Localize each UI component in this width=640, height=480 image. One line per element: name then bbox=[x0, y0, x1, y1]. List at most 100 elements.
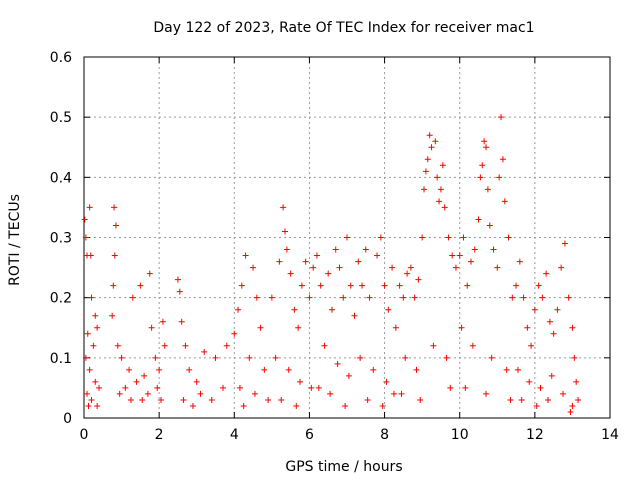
data-point bbox=[287, 270, 294, 277]
y-tick-label: 0.1 bbox=[50, 351, 72, 367]
x-tick-label: 12 bbox=[526, 427, 544, 443]
data-point bbox=[278, 396, 285, 403]
data-point bbox=[250, 264, 257, 271]
data-point bbox=[325, 270, 332, 277]
data-point bbox=[469, 342, 476, 349]
data-point bbox=[411, 294, 418, 301]
data-point bbox=[483, 390, 490, 397]
data-point bbox=[548, 372, 555, 379]
data-point bbox=[484, 186, 491, 193]
data-point bbox=[344, 234, 350, 241]
data-point bbox=[569, 324, 576, 331]
data-point bbox=[351, 312, 358, 319]
data-point bbox=[458, 324, 465, 331]
data-point bbox=[85, 402, 92, 409]
data-point bbox=[295, 324, 302, 331]
data-point bbox=[545, 396, 552, 403]
chart-title: Day 122 of 2023, Rate Of TEC Index for r… bbox=[153, 20, 534, 36]
data-point bbox=[385, 306, 392, 313]
data-point bbox=[139, 396, 146, 403]
data-point bbox=[516, 258, 523, 265]
data-point bbox=[88, 294, 95, 301]
data-point bbox=[212, 354, 219, 361]
data-point bbox=[154, 384, 161, 391]
data-point bbox=[251, 390, 258, 397]
data-point bbox=[520, 294, 527, 301]
data-point bbox=[82, 354, 89, 361]
data-point bbox=[94, 324, 101, 331]
data-point bbox=[437, 186, 444, 193]
data-point bbox=[464, 282, 471, 289]
x-tick-label: 4 bbox=[230, 427, 239, 443]
data-point bbox=[381, 282, 388, 289]
data-point bbox=[392, 324, 399, 331]
data-points bbox=[81, 114, 582, 415]
data-point bbox=[419, 234, 426, 241]
data-point bbox=[293, 402, 300, 409]
data-point bbox=[479, 162, 486, 169]
data-point bbox=[148, 324, 155, 331]
data-point bbox=[501, 198, 508, 205]
data-point bbox=[129, 294, 136, 301]
data-point bbox=[471, 246, 478, 253]
data-point bbox=[439, 162, 446, 169]
data-point bbox=[272, 354, 279, 361]
data-point bbox=[445, 234, 452, 241]
data-point bbox=[456, 252, 463, 259]
y-axis-label: ROTI / TECUs bbox=[7, 194, 23, 286]
data-point bbox=[436, 198, 443, 205]
data-point bbox=[334, 360, 341, 367]
data-point bbox=[315, 384, 322, 391]
data-point bbox=[490, 246, 497, 253]
data-point bbox=[126, 366, 133, 373]
data-point bbox=[528, 342, 535, 349]
x-tick-label: 8 bbox=[380, 427, 389, 443]
data-point bbox=[389, 264, 396, 271]
data-point bbox=[362, 246, 369, 253]
data-point bbox=[496, 174, 503, 181]
y-tick-label: 0.3 bbox=[50, 231, 72, 247]
data-point bbox=[133, 378, 140, 385]
data-point bbox=[434, 174, 441, 181]
data-point bbox=[176, 288, 183, 295]
data-point bbox=[424, 156, 431, 163]
data-point bbox=[407, 264, 414, 271]
data-point bbox=[156, 366, 163, 373]
data-point bbox=[507, 396, 514, 403]
data-point bbox=[182, 342, 189, 349]
data-point bbox=[554, 306, 561, 313]
data-point bbox=[327, 390, 334, 397]
data-point bbox=[364, 396, 371, 403]
data-point bbox=[422, 168, 429, 175]
data-point bbox=[558, 264, 565, 271]
data-point bbox=[526, 378, 533, 385]
data-point bbox=[246, 354, 253, 361]
data-point bbox=[235, 306, 242, 313]
y-tick-label: 0.2 bbox=[50, 291, 72, 307]
data-point bbox=[430, 342, 437, 349]
data-point bbox=[486, 222, 493, 229]
data-point bbox=[283, 246, 290, 253]
data-point bbox=[253, 294, 260, 301]
x-tick-label: 14 bbox=[601, 427, 619, 443]
data-point bbox=[186, 366, 193, 373]
data-point bbox=[313, 252, 320, 259]
data-point bbox=[317, 282, 324, 289]
data-point bbox=[189, 402, 196, 409]
data-point bbox=[441, 204, 448, 211]
data-point bbox=[84, 330, 91, 337]
data-point bbox=[404, 270, 411, 277]
data-point bbox=[379, 402, 386, 409]
data-point bbox=[88, 396, 95, 403]
data-point bbox=[310, 264, 317, 271]
data-point bbox=[467, 258, 474, 265]
data-point bbox=[561, 240, 568, 247]
data-point bbox=[236, 384, 243, 391]
data-point bbox=[87, 252, 94, 259]
data-point bbox=[94, 402, 101, 409]
data-point bbox=[533, 402, 540, 409]
data-point bbox=[537, 384, 544, 391]
data-point bbox=[84, 390, 91, 397]
data-point bbox=[345, 372, 352, 379]
